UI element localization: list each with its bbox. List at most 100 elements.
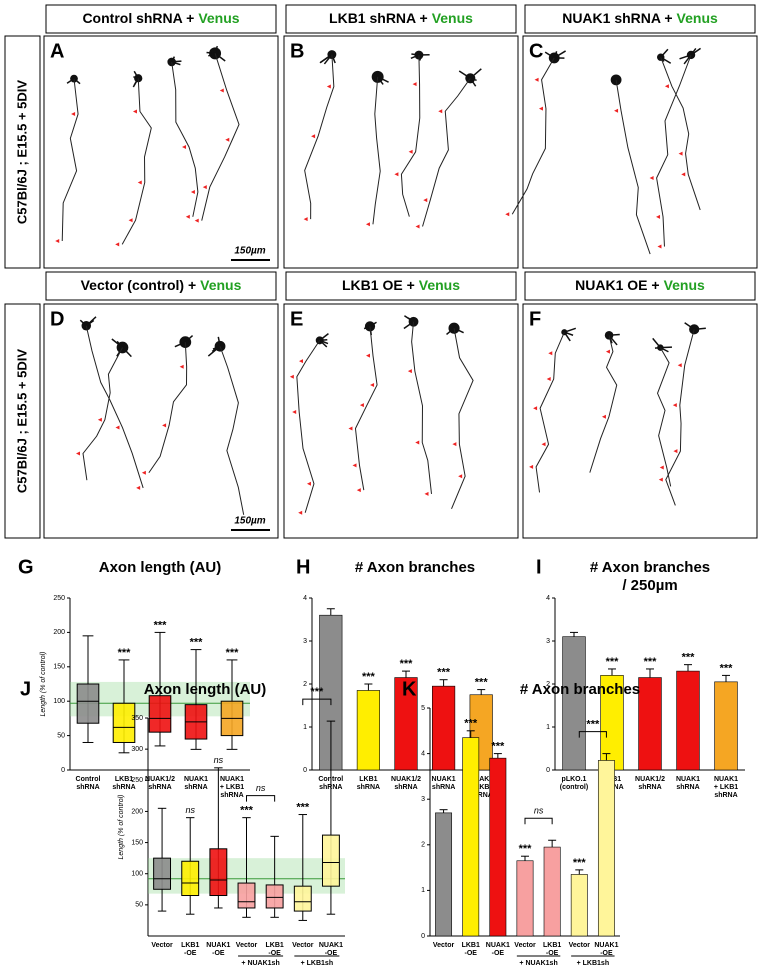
x-tick-label: NUAK1 [220,776,244,783]
branch-arrowhead [292,410,297,415]
y-tick-label: 0 [303,767,307,774]
branch-arrowhead [202,185,207,190]
box [181,860,200,897]
dendrite [319,338,328,342]
significance-bracket [524,817,553,825]
panel-title-box [285,4,517,34]
significance-label: *** [400,658,414,670]
branch-arrowhead [365,222,370,227]
panel-title-box [524,271,756,301]
dendrite [404,315,414,323]
branch-arrowhead [115,242,120,247]
bracket-label: ns [534,806,544,816]
significance-label: *** [240,805,254,817]
dendrite [323,54,333,65]
axon [304,54,335,220]
x-tick-label: NUAK1 [469,776,493,783]
branch-arrowhead [672,403,677,408]
axon [171,61,199,217]
significance-label: ns [214,755,224,765]
branch-arrowhead [76,451,81,456]
branch-arrowhead [298,359,303,364]
branch-arrowhead [605,349,610,354]
row-label-box [4,35,41,269]
y-tick-label: 5 [421,705,425,712]
x-tick-label: Vector [292,942,314,949]
x-tick-label: pLKO.1 [562,776,587,783]
y-tick-label: 2 [421,842,425,849]
y-tick-label: 2 [303,681,307,688]
x-tick-label: NUAK1 [319,942,343,949]
dendrite [132,77,139,88]
panel-title-highlight: Venus [419,277,460,293]
branch-arrowhead [311,134,316,139]
branch-arrowhead [190,190,195,195]
x-tick-label: LKB1 [181,942,199,949]
bar [714,681,738,771]
panel-letter: G [18,556,34,578]
dendrite [660,48,669,58]
significance-bracket [246,795,276,802]
x-tick-label: LKB1 [543,942,561,949]
branch-arrowhead [356,488,361,493]
panel-letter: D [50,308,64,330]
panel-title: Vector (control) + Venus [81,277,242,293]
x-tick-label: NUAK1 [676,776,700,783]
y-tick-label: 4 [421,750,425,757]
branch-arrowhead [219,88,224,93]
branch-arrowhead [541,442,546,447]
axon [660,57,701,211]
y-tick-label: 150 [53,664,65,671]
panel-title-text: LKB1 OE + [342,277,415,293]
dendrite [133,70,139,79]
x-tick-label: Vector [236,942,258,949]
dendrite [652,337,661,349]
dendrite [469,77,477,87]
branch-arrowhead [394,172,399,177]
y-tick-label: 3 [303,638,307,645]
panel-title-box [45,271,277,301]
y-tick-label: 0 [546,767,550,774]
x-tick-label: NUAK1/2 [391,776,421,783]
dendrite [185,340,190,343]
axon [372,76,381,225]
dendrite [553,51,558,59]
y-tick-label: 3 [421,796,425,803]
x-tick-label: shRNA [470,792,493,799]
scale-bar-label: 150µm [234,246,265,257]
branch-arrowhead [303,217,308,222]
branch-arrowhead [614,108,619,113]
y-tick-label: 4 [303,595,307,602]
box [76,683,100,724]
branch-arrowhead [546,377,551,382]
panel-title: NUAK1 shRNA + Venus [562,10,718,26]
panel-title-highlight: Venus [200,277,241,293]
branch-arrowhead [408,149,413,154]
box [321,834,340,887]
x-tick-label: -OE [268,950,281,957]
x-tick-label: -OE [184,950,197,957]
x-tick-label: shRNA [148,784,171,791]
y-tick-label: 100 [131,871,143,878]
axon [82,347,123,481]
dendrite [403,321,414,330]
axon [61,78,79,242]
branch-arrowhead [326,84,331,89]
y-tick-label: 50 [57,732,65,739]
dendrite [171,56,176,63]
branch-arrowhead [306,481,311,486]
dendrite [544,51,555,59]
x-tick-label: shRNA [112,784,135,791]
dendrite [660,55,663,58]
group-label: + NUAK1sh [241,960,279,965]
significance-label: *** [644,656,658,668]
x-tick-label: + LKB1 [714,784,738,791]
panel-title-text: Vector (control) + [81,277,197,293]
significance-label: *** [296,801,310,813]
branch-arrowhead [659,465,664,470]
significance-bracket [578,731,607,738]
y-tick-label: 50 [135,902,143,909]
dendrite [217,336,221,347]
significance-label: *** [475,676,489,688]
